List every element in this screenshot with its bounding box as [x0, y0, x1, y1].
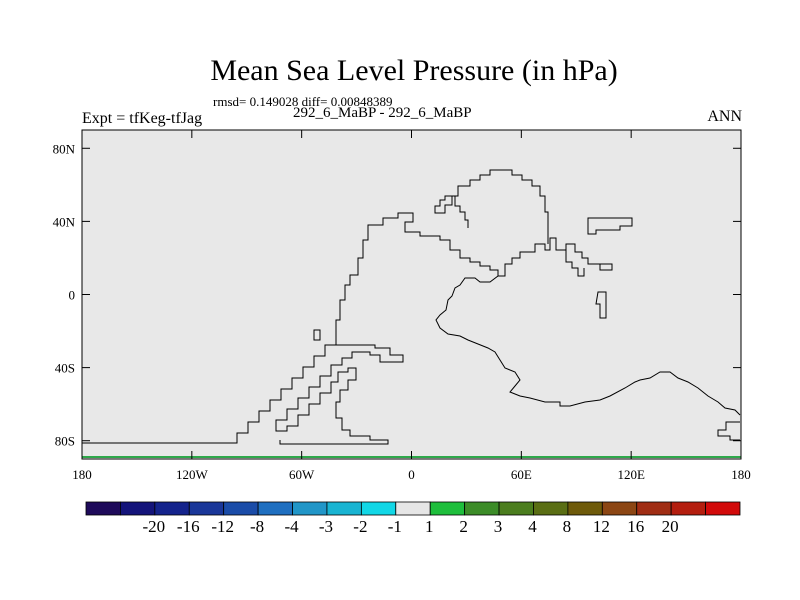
colorbar-swatch	[636, 501, 672, 516]
longitude-ticks: 180 120W 60W 0 60E 120E 180	[72, 130, 751, 482]
colorbar-label: -1	[388, 517, 402, 536]
colorbar-swatch	[464, 501, 500, 516]
colorbar-label: 2	[459, 517, 468, 536]
lat-tick-label: 80N	[53, 141, 76, 156]
lat-tick-label: 40S	[55, 361, 75, 376]
lon-tick-label: 60E	[511, 467, 532, 482]
colorbar-swatch	[395, 501, 431, 516]
colorbar-swatch	[705, 501, 741, 516]
subtitle-label: 292_6_MaBP - 292_6_MaBP	[293, 105, 472, 121]
colorbar-swatch	[120, 501, 156, 516]
stats-line: rmsd= 0.149028 diff= 0.00848389	[213, 94, 393, 109]
coastline-small-island	[595, 291, 607, 319]
colorbar-label: 16	[627, 517, 644, 536]
chart-title: Mean Sea Level Pressure (in hPa)	[210, 54, 618, 87]
coastline-africa	[435, 275, 741, 416]
colorbar-label: -16	[177, 517, 200, 536]
colorbar-swatch	[567, 501, 603, 516]
coastline-island-east-asia	[587, 217, 633, 235]
colorbar-label: 1	[425, 517, 434, 536]
colorbar-swatch	[292, 501, 328, 516]
map-background	[82, 130, 741, 459]
colorbar-label: 8	[563, 517, 572, 536]
colorbar-label: 4	[528, 517, 537, 536]
colorbar-label: -3	[319, 517, 333, 536]
colorbar-label: 3	[494, 517, 503, 536]
lat-tick-label: 80S	[55, 434, 75, 449]
coastline-india	[565, 250, 585, 277]
colorbar-swatch	[223, 501, 259, 516]
colorbar-label: 12	[593, 517, 610, 536]
coastline-asia-east	[560, 243, 613, 271]
lat-tick-label: 40N	[53, 214, 76, 229]
colorbar-swatch	[85, 501, 121, 516]
colorbar-label: 20	[662, 517, 679, 536]
colorbar-swatch	[670, 501, 706, 516]
experiment-label: Expt = tfKeg-tfJag	[82, 110, 203, 127]
colorbar-swatch	[533, 501, 569, 516]
colorbar-swatch	[429, 501, 466, 516]
latitude-ticks: 80N 40N 0 40S 80S	[53, 141, 741, 449]
colorbar-label: -20	[143, 517, 166, 536]
coastline-antarctica-east	[717, 421, 740, 441]
lon-tick-label: 180	[731, 467, 751, 482]
lon-tick-label: 60W	[289, 467, 315, 482]
colorbar-label: -8	[250, 517, 264, 536]
season-label: ANN	[707, 108, 742, 125]
colorbar-label: -12	[211, 517, 234, 536]
colorbar-label: -2	[353, 517, 367, 536]
coastline-west-europe	[434, 195, 469, 228]
colorbar-label: -4	[284, 517, 299, 536]
colorbar-swatch	[188, 501, 225, 516]
coastline-islet	[313, 329, 321, 341]
coastlines	[82, 169, 741, 445]
colorbar-swatch	[154, 501, 190, 516]
lat-tick-label: 0	[69, 288, 76, 303]
colorbar-swatch	[257, 501, 293, 516]
colorbar-swatch	[360, 501, 397, 516]
colorbar-swatch	[326, 501, 362, 516]
lon-tick-label: 180	[72, 467, 92, 482]
coastline-americas	[82, 212, 560, 444]
colorbar: -20 -16 -12 -8 -4 -3 -2 -1 1 2 3 4 8 12 16 20	[85, 501, 741, 536]
lon-tick-label: 120E	[617, 467, 645, 482]
colorbar-swatch	[498, 501, 534, 516]
lon-tick-label: 0	[408, 467, 415, 482]
lon-tick-label: 120W	[176, 467, 209, 482]
coastline-south-america	[275, 344, 404, 445]
colorbar-swatch	[601, 501, 638, 516]
